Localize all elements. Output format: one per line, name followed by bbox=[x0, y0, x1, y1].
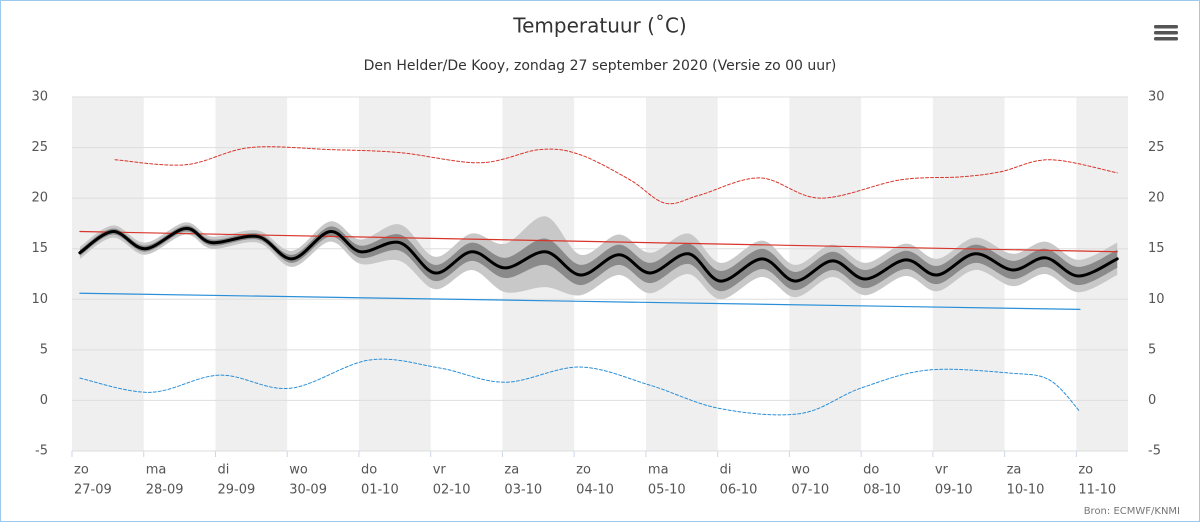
x-tick-label: do bbox=[361, 463, 377, 478]
day-band bbox=[72, 97, 144, 451]
x-tick-label: zo bbox=[1078, 463, 1093, 478]
x-tick-label: zo bbox=[576, 463, 591, 478]
source-credit: Bron: ECMWF/KNMI bbox=[1084, 506, 1180, 517]
plot-area bbox=[78, 146, 1119, 416]
x-tick-label: di bbox=[217, 463, 229, 478]
x-tick-date: 08-10 bbox=[863, 483, 901, 498]
x-tick-label: do bbox=[863, 463, 879, 478]
y2-tick-label: 20 bbox=[1148, 191, 1165, 206]
y2-tick-label: 5 bbox=[1148, 342, 1156, 357]
x-tick-label: ma bbox=[648, 463, 669, 478]
x-tick-label: za bbox=[504, 463, 519, 478]
x-tick-date: 28-09 bbox=[146, 483, 184, 498]
x-tick-date: 02-10 bbox=[433, 483, 471, 498]
day-band bbox=[215, 97, 288, 451]
x-tick-date: 29-09 bbox=[217, 483, 255, 498]
x-tick-date: 30-09 bbox=[289, 483, 327, 498]
y-tick-label: 15 bbox=[31, 241, 48, 256]
series-line bbox=[79, 292, 1081, 310]
y2-tick-label: 10 bbox=[1148, 292, 1165, 307]
y2-tick-label: 30 bbox=[1148, 90, 1165, 105]
x-tick-date: 27-09 bbox=[74, 483, 112, 498]
chart-title: Temperatuur (˚C) bbox=[512, 14, 686, 38]
x-tick-label: wo bbox=[791, 463, 810, 478]
x-tick-label: za bbox=[1007, 463, 1022, 478]
x-tick-date: 10-10 bbox=[1007, 483, 1045, 498]
y-tick-label: 20 bbox=[31, 191, 48, 206]
x-tick-date: 06-10 bbox=[720, 483, 758, 498]
menu-button[interactable] bbox=[1154, 25, 1178, 41]
y-tick-label: 0 bbox=[40, 393, 48, 408]
menu-bar bbox=[1154, 37, 1178, 41]
x-tick-label: wo bbox=[289, 463, 308, 478]
series-line bbox=[114, 146, 1118, 205]
y-tick-label: 10 bbox=[31, 292, 48, 307]
x-tick-label: ma bbox=[146, 463, 167, 478]
y-tick-label: 25 bbox=[31, 140, 48, 155]
x-tick-label: di bbox=[720, 463, 732, 478]
y2-tick-label: -5 bbox=[1148, 444, 1161, 459]
axis-labels: zo 27-09 ma 28-09 di 29-09 wo 30-09 do 01-10 vr 02-… bbox=[31, 90, 1164, 498]
series-line bbox=[79, 358, 1081, 416]
menu-bar bbox=[1154, 25, 1178, 29]
x-tick-date: 07-10 bbox=[791, 483, 829, 498]
menu-bar bbox=[1154, 31, 1178, 35]
y-tick-label: 5 bbox=[40, 342, 48, 357]
y-tick-label: 30 bbox=[31, 90, 48, 105]
x-tick-label: vr bbox=[935, 463, 949, 478]
y2-tick-label: 15 bbox=[1148, 241, 1165, 256]
y2-tick-label: 0 bbox=[1148, 393, 1156, 408]
spread-band bbox=[79, 225, 1118, 292]
series-line bbox=[79, 230, 1118, 253]
x-tick-date: 03-10 bbox=[504, 483, 542, 498]
x-tick-label: zo bbox=[74, 463, 89, 478]
x-tick-date: 05-10 bbox=[648, 483, 686, 498]
chart-subtitle: Den Helder/De Kooy, zondag 27 september … bbox=[364, 58, 837, 74]
y-tick-label: -5 bbox=[35, 444, 48, 459]
series-line bbox=[78, 226, 1119, 283]
x-tick-label: vr bbox=[433, 463, 447, 478]
x-tick-date: 04-10 bbox=[576, 483, 614, 498]
y2-tick-label: 25 bbox=[1148, 140, 1165, 155]
x-tick-date: 09-10 bbox=[935, 483, 973, 498]
x-tick-date: 11-10 bbox=[1078, 483, 1116, 498]
x-tick-date: 01-10 bbox=[361, 483, 399, 498]
